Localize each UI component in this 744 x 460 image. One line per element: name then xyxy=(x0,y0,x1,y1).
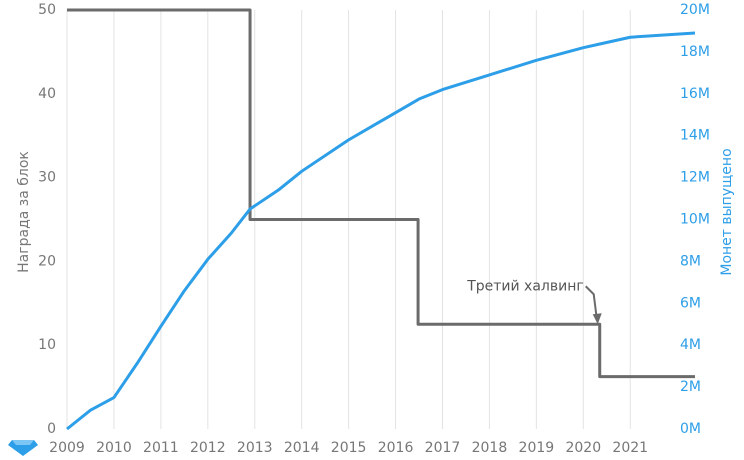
x-tick-label: 2018 xyxy=(472,440,508,456)
y-tick-label: 30 xyxy=(38,170,56,186)
x-tick-label: 2011 xyxy=(143,440,179,456)
x-tick-label: 2009 xyxy=(49,440,85,456)
annotation-arrow xyxy=(585,285,598,319)
x-tick-label: 2019 xyxy=(519,440,555,456)
y2-tick-label: 12M xyxy=(680,170,710,186)
annotation: Третий халвинг xyxy=(466,278,584,294)
x-tick-label: 2014 xyxy=(284,440,320,456)
x-tick-label: 2010 xyxy=(96,440,132,456)
y2-axis-title: Монет выпущено xyxy=(719,148,735,275)
y-tick-label: 20 xyxy=(38,253,56,269)
y-tick-label: 10 xyxy=(38,337,56,353)
x-tick-label: 2015 xyxy=(331,440,367,456)
x-tick-label: 2021 xyxy=(612,440,648,456)
annotation-arrowhead xyxy=(592,313,602,325)
y2-tick-label: 6M xyxy=(680,295,701,311)
series-line xyxy=(66,31,696,431)
y2-tick-label: 4M xyxy=(680,337,701,353)
y-tick-label: 40 xyxy=(38,86,56,102)
y-axis-title: Награда за блок xyxy=(16,151,32,273)
y2-tick-label: 2M xyxy=(680,379,701,395)
y2-tick-label: 20M xyxy=(680,2,710,18)
x-tick-label: 2013 xyxy=(237,440,273,456)
y2-tick-label: 14M xyxy=(680,128,710,144)
y-tick-label: 0 xyxy=(47,421,56,437)
logo xyxy=(8,440,38,456)
x-tick-label: 2017 xyxy=(425,440,461,456)
y2-tick-label: 18M xyxy=(680,44,710,60)
series-line xyxy=(67,8,695,379)
x-tick-label: 2016 xyxy=(378,440,414,456)
x-tick-label: 2020 xyxy=(565,440,601,456)
y-tick-label: 50 xyxy=(38,2,56,18)
y2-tick-label: 8M xyxy=(680,253,701,269)
y2-tick-label: 10M xyxy=(680,212,710,228)
x-tick-label: 2012 xyxy=(190,440,226,456)
y2-tick-label: 16M xyxy=(680,86,710,102)
y2-tick-label: 0M xyxy=(680,421,701,437)
